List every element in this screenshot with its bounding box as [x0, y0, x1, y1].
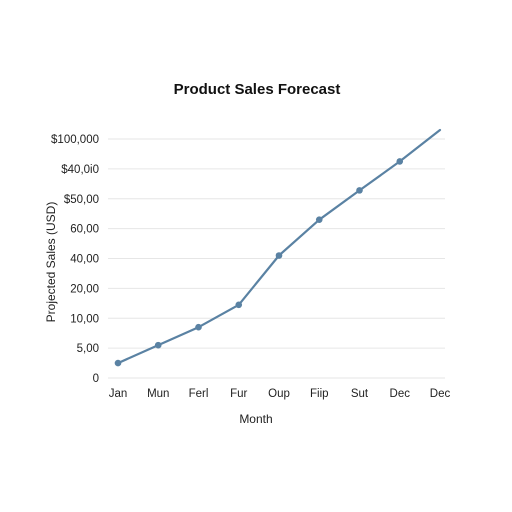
chart-title: Product Sales Forecast: [174, 81, 341, 98]
y-tick-label: $50,00: [64, 194, 99, 206]
y-tick-label: 0: [93, 373, 99, 385]
x-tick-label: Jan: [109, 388, 128, 400]
data-point: [114, 359, 122, 367]
y-tick-label: $40,0i0: [61, 164, 99, 176]
data-point: [275, 252, 283, 259]
data-point: [396, 158, 404, 165]
x-axis-label: Month: [239, 412, 272, 426]
y-tick-label: 40,00: [70, 254, 99, 266]
x-tick-label: Sut: [351, 388, 369, 400]
x-tick-label: Ferl: [189, 388, 209, 400]
x-axis-ticks: Jan Mun Ferl Fur Oup Fiip Sut Dec Dec: [109, 388, 451, 400]
y-tick-label: $100,000: [51, 134, 99, 146]
x-tick-label: Fiip: [310, 388, 329, 400]
data-point: [356, 187, 363, 194]
data-point: [235, 301, 243, 309]
data-point: [154, 341, 162, 349]
y-axis-ticks: 0 5,00 10,00 20,00 40,00 60,00 $50,00 $40,0i0 $1…: [51, 134, 99, 385]
y-axis-label: Projected Sales (USD): [44, 202, 58, 323]
x-tick-label: Dec: [430, 388, 451, 400]
x-tick-label: Dec: [390, 388, 411, 400]
y-tick-label: 60,00: [70, 224, 99, 236]
x-tick-label: Mun: [147, 388, 169, 400]
data-points: [114, 158, 404, 367]
series-line: [116, 128, 442, 365]
y-tick-label: 20,00: [70, 283, 99, 295]
data-point: [315, 216, 323, 223]
x-tick-label: Oup: [268, 388, 290, 400]
data-point: [195, 323, 202, 331]
x-tick-label: Fur: [230, 388, 247, 400]
y-tick-label: 10,00: [70, 313, 99, 325]
y-tick-label: 5,00: [77, 343, 99, 355]
